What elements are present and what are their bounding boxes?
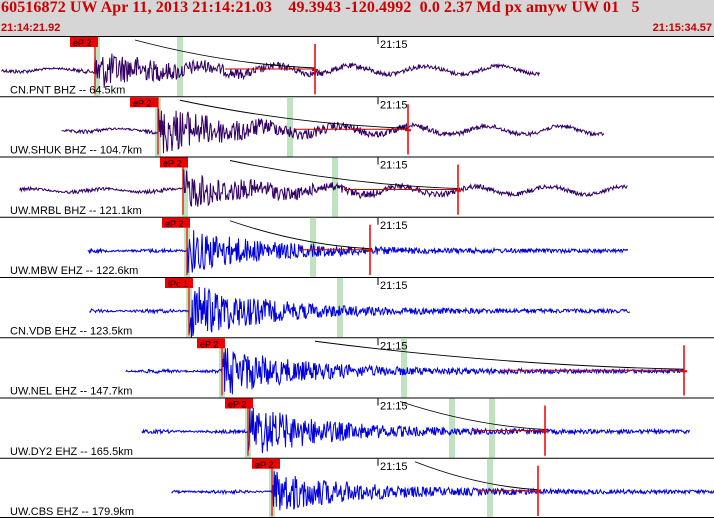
waveform-trace[interactable]	[87, 230, 629, 273]
phase-window-band	[337, 278, 343, 338]
pick-flag[interactable]	[225, 398, 253, 409]
pick-label: eP 2	[255, 460, 273, 470]
waveform-trace[interactable]	[141, 407, 690, 454]
pick-flag[interactable]	[160, 157, 188, 168]
waveform-trace[interactable]	[19, 169, 628, 207]
seismogram-panel[interactable]: 21:15 eP 2 UW.DY2 EHZ -- 165.5km	[0, 397, 714, 458]
pick-label: eP 2	[228, 400, 246, 410]
station-label: UW.CBS EHZ -- 179.9km	[10, 506, 134, 518]
phase-window-band	[487, 458, 493, 518]
pick-flag[interactable]	[165, 278, 193, 288]
coda-decay-curve	[229, 160, 459, 189]
pick-flag[interactable]	[162, 217, 190, 228]
station-label: UW.SHUK BHZ -- 104.7km	[10, 145, 142, 157]
event-title: 60516872 UW Apr 11, 2013 21:14:21.03 49.…	[1, 0, 640, 16]
pick-label: eP 2	[73, 38, 91, 48]
waveform-trace[interactable]	[171, 471, 714, 511]
pick-label: eP 2	[133, 98, 151, 108]
window-start-time: 21:14:21.92	[1, 22, 61, 34]
station-label: UW.NEL EHZ -- 147.7km	[10, 386, 132, 398]
phase-window-band	[489, 398, 495, 458]
coda-decay-curve	[314, 340, 685, 370]
seismogram-panel[interactable]: 21:15 eP 2 UW.MRBL BHZ -- 121.1km	[0, 156, 714, 217]
seismogram-panel[interactable]: 21:15 iPc 1 CN.VDB EHZ -- 123.5km	[0, 277, 714, 339]
coda-decay-curve	[399, 401, 546, 430]
pick-label: eP 2	[200, 339, 218, 349]
seismogram-plot[interactable]: 21:15 eP 2 CN.PNT BHZ -- 64.5km 21:15 eP 2 UW…	[0, 36, 714, 518]
pick-label: eP 2	[163, 159, 181, 169]
waveform-trace[interactable]	[89, 286, 631, 339]
phase-window-band	[449, 398, 455, 458]
minute-label: 21:15	[380, 280, 408, 292]
minute-label: 21:15	[380, 461, 408, 473]
seismogram-panel[interactable]: 21:15 eP 2 UW.SHUK BHZ -- 104.7km	[0, 96, 714, 157]
seismogram-panel[interactable]: 21:15 eP 2 UW.MBW EHZ -- 122.6km	[0, 216, 714, 277]
phase-window-band	[177, 37, 183, 97]
station-label: UW.DY2 EHZ -- 165.5km	[10, 446, 133, 458]
station-label: CN.PNT BHZ -- 64.5km	[10, 84, 125, 96]
pick-flag[interactable]	[197, 338, 225, 349]
pick-label: eP 2	[165, 219, 183, 229]
minute-label: 21:15	[380, 39, 408, 51]
seismogram-stack[interactable]: 21:15 eP 2 CN.PNT BHZ -- 64.5km 21:15 eP 2 UW…	[0, 36, 714, 518]
minute-label: 21:15	[380, 220, 408, 232]
phase-window-band	[182, 157, 188, 217]
waveform-trace[interactable]	[1, 53, 541, 88]
minute-label: 21:15	[380, 340, 408, 352]
seismogram-panel[interactable]: 21:15 eP 2 CN.PNT BHZ -- 64.5km	[0, 36, 714, 97]
station-label: CN.VDB EHZ -- 123.5km	[10, 325, 132, 337]
waveform-trace[interactable]	[61, 108, 605, 154]
pick-flag[interactable]	[252, 458, 280, 469]
waveform-trace[interactable]	[125, 348, 685, 395]
coda-decay-curve	[414, 461, 539, 491]
coda-decay-curve	[229, 220, 371, 250]
coda-decay-curve	[134, 39, 316, 69]
coda-decay-curve	[179, 99, 409, 129]
pick-label: iPc 1	[168, 279, 188, 289]
seismogram-panel[interactable]: 21:15 eP 2 UW.NEL EHZ -- 147.7km	[0, 337, 714, 398]
minute-label: 21:15	[380, 99, 408, 111]
seismogram-panel[interactable]: 21:15 eP 2 UW.CBS EHZ -- 179.9km	[0, 457, 714, 518]
pick-flag[interactable]	[70, 37, 98, 47]
station-label: UW.MBW EHZ -- 122.6km	[10, 265, 138, 277]
phase-window-band	[401, 338, 407, 398]
minute-label: 21:15	[380, 401, 408, 413]
event-header: 60516872 UW Apr 11, 2013 21:14:21.03 49.…	[0, 0, 714, 36]
station-label: UW.MRBL BHZ -- 121.1km	[10, 205, 142, 217]
minute-label: 21:15	[380, 160, 408, 172]
pick-flag[interactable]	[130, 97, 158, 108]
window-end-time: 21:15:34.57	[652, 22, 712, 34]
